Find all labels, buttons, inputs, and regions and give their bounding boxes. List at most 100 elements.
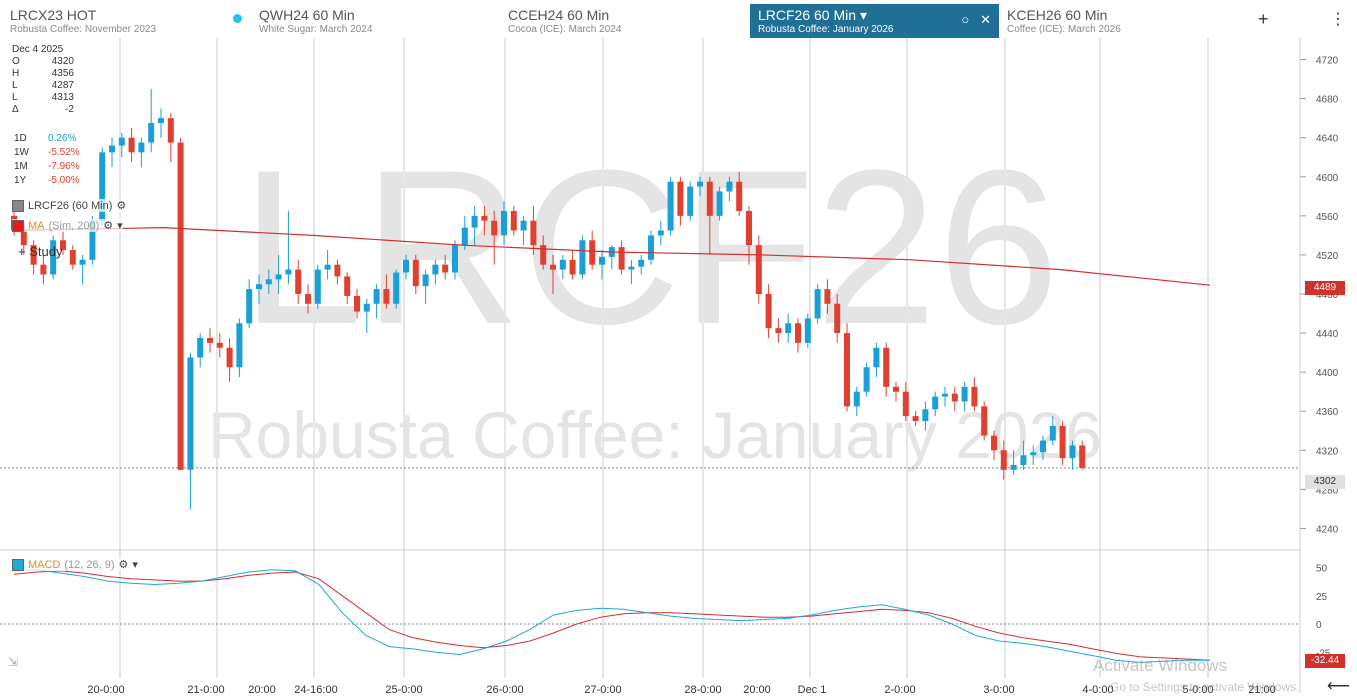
macd-tick-label: 0 bbox=[1316, 620, 1322, 631]
x-axis-label: 20:00 bbox=[248, 684, 276, 693]
candle-body bbox=[226, 347, 233, 368]
series-label: LRCF26 (60 Min) bbox=[28, 199, 113, 212]
perf-value: -5.00% bbox=[48, 175, 80, 186]
candle-body bbox=[167, 118, 174, 143]
tab-description: Coffee (ICE): March 2026 bbox=[1007, 24, 1121, 35]
price-tick-label: 4600 bbox=[1316, 173, 1339, 184]
candle-body bbox=[1059, 425, 1066, 459]
candle-body bbox=[853, 391, 860, 407]
candle-body bbox=[775, 328, 782, 334]
price-tick-label: 4440 bbox=[1316, 329, 1339, 340]
perf-label: 1W bbox=[14, 147, 29, 158]
candle-body bbox=[1000, 450, 1007, 470]
tab-qwh24[interactable]: QWH24 60 Min White Sugar: March 2024 bbox=[233, 4, 451, 38]
candle-body bbox=[79, 259, 86, 265]
candle-body bbox=[50, 240, 57, 275]
gear-icon[interactable]: ⚙ bbox=[103, 220, 114, 232]
candle-body bbox=[902, 391, 909, 417]
macd-tick-label: -25 bbox=[1316, 648, 1331, 659]
candle-body bbox=[932, 396, 939, 410]
candle-body bbox=[648, 235, 654, 260]
legend-main-series[interactable]: LRCF26 (60 Min) ⚙ bbox=[12, 199, 127, 212]
activate-windows-subtext: Go to Settings to activate Windows. bbox=[1110, 680, 1300, 694]
perf-label: 1Y bbox=[14, 175, 27, 186]
circle-icon[interactable]: ○ bbox=[961, 12, 970, 27]
candle-body bbox=[961, 386, 968, 402]
last-price-badge: 4302 bbox=[1305, 475, 1345, 489]
candle-body bbox=[785, 323, 792, 334]
add-tab-icon[interactable]: + bbox=[1258, 9, 1269, 29]
tab-symbol: KCEH26 60 Min bbox=[1007, 7, 1108, 23]
x-axis-label: 20:00 bbox=[743, 684, 771, 693]
tab-lrcx23[interactable]: LRCX23 HOT Robusta Coffee: November 2023 bbox=[2, 4, 202, 38]
candle-body bbox=[746, 210, 752, 246]
add-study-button[interactable]: + Study bbox=[18, 244, 63, 259]
candle-body bbox=[109, 145, 115, 153]
candle-body bbox=[1049, 425, 1056, 441]
candle-body bbox=[579, 240, 586, 275]
performance-panel: 1D 0.26% 1W -5.52% 1M -7.96% 1Y -5.00% bbox=[14, 132, 80, 188]
watermark-name: Robusta Coffee: January 2026 bbox=[208, 398, 1102, 472]
candle-body bbox=[677, 181, 684, 216]
candle-body bbox=[481, 215, 488, 221]
candle-body bbox=[69, 250, 76, 265]
resize-handle-icon[interactable]: ⇲ bbox=[8, 655, 19, 669]
perf-value: -5.52% bbox=[48, 147, 80, 158]
x-axis-label: 24-16:00 bbox=[294, 684, 337, 693]
legend-macd[interactable]: MACD (12, 26, 9) ⚙ ▾ bbox=[12, 558, 138, 571]
menu-icon[interactable]: ⋮ bbox=[1330, 11, 1346, 28]
candle-body bbox=[207, 337, 213, 343]
candle-body bbox=[118, 137, 125, 146]
last-value: 4313 bbox=[51, 92, 74, 103]
tab-symbol: LRCX23 HOT bbox=[10, 7, 97, 23]
candle-body bbox=[638, 259, 645, 267]
tab-cceh24[interactable]: CCEH24 60 Min Cocoa (ICE): March 2024 bbox=[500, 4, 700, 38]
candle-body bbox=[422, 274, 429, 287]
price-tick-label: 4520 bbox=[1316, 251, 1339, 262]
macd-line bbox=[13, 569, 1210, 663]
candle-body bbox=[197, 337, 204, 358]
candle-body bbox=[334, 264, 341, 277]
candle-body bbox=[354, 295, 360, 312]
candle-body bbox=[971, 386, 978, 407]
candle-body bbox=[765, 294, 772, 329]
candle-body bbox=[256, 284, 262, 290]
candle-body bbox=[706, 181, 713, 216]
tab-lrcf26[interactable]: LRCF26 60 Min ▾ Robusta Coffee: January … bbox=[750, 4, 999, 38]
perf-value: 0.26% bbox=[48, 133, 77, 144]
candle-body bbox=[1040, 440, 1046, 453]
tab-description: Robusta Coffee: November 2023 bbox=[10, 24, 157, 35]
candle-body bbox=[559, 259, 566, 270]
candle-body bbox=[873, 347, 880, 368]
candle-body bbox=[716, 191, 723, 216]
candle-body bbox=[432, 264, 439, 275]
candle-body bbox=[599, 256, 605, 265]
dropdown-icon[interactable]: ▾ bbox=[859, 7, 867, 23]
series-swatch bbox=[12, 199, 24, 212]
candle-body bbox=[844, 333, 850, 407]
dropdown-icon[interactable]: ▾ bbox=[117, 220, 123, 232]
tab-kceh26[interactable]: KCEH26 60 Min Coffee (ICE): March 2026 bbox=[999, 4, 1199, 38]
ma-label: MA bbox=[28, 219, 45, 232]
candle-body bbox=[589, 240, 596, 265]
candle-body bbox=[403, 259, 409, 273]
macd-signal-line bbox=[13, 570, 1211, 661]
close-icon[interactable]: ✕ bbox=[980, 12, 991, 27]
status-dot-icon bbox=[233, 14, 242, 23]
x-axis-label: 28-0:00 bbox=[684, 684, 721, 693]
activate-windows-text: Activate Windows bbox=[1093, 656, 1228, 675]
dropdown-icon[interactable]: ▾ bbox=[132, 559, 138, 571]
candle-body bbox=[540, 245, 547, 265]
legend-ma[interactable]: MA (Sim, 200) ⚙ ▾ bbox=[12, 219, 123, 232]
candle-body bbox=[814, 289, 821, 319]
x-axis-label: 4-0:00 bbox=[1082, 684, 1113, 693]
candle-body bbox=[461, 227, 468, 246]
candle-body bbox=[981, 406, 988, 436]
gear-icon[interactable]: ⚙ bbox=[116, 200, 127, 212]
candle-body bbox=[275, 274, 282, 280]
back-arrow-icon[interactable]: ⟵ bbox=[1327, 678, 1350, 695]
change-value: -2 bbox=[65, 104, 74, 115]
gear-icon[interactable]: ⚙ bbox=[118, 559, 129, 571]
perf-label: 1M bbox=[14, 161, 28, 172]
